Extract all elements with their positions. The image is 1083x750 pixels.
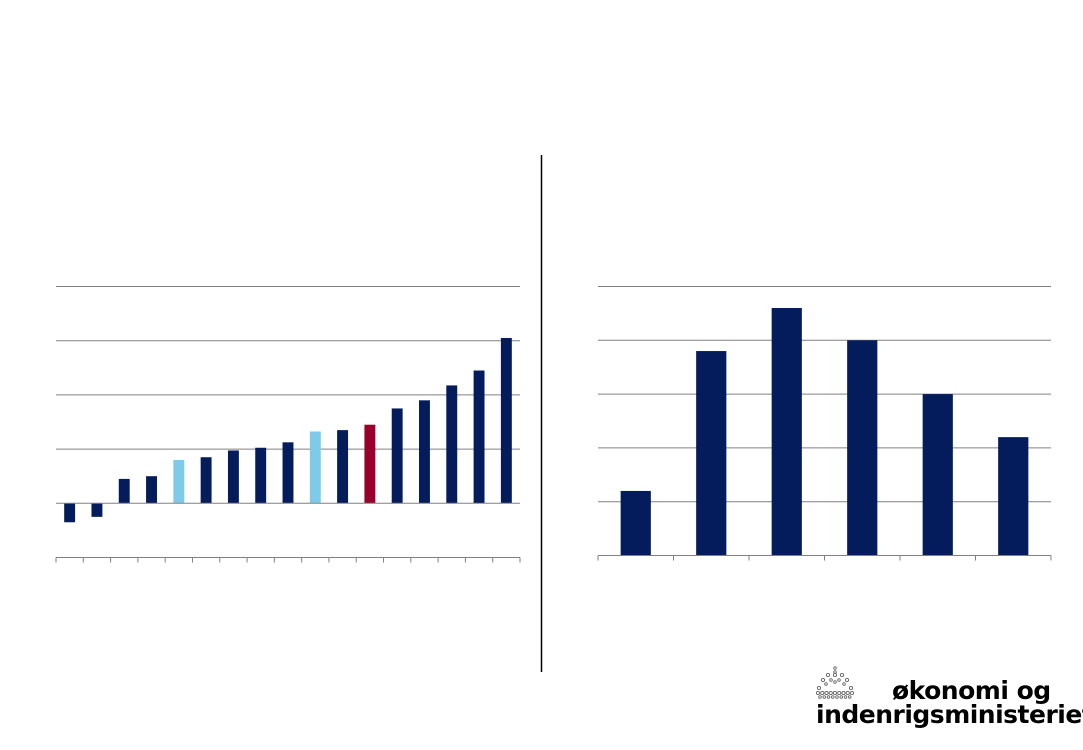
- bar: [173, 459, 185, 504]
- bar: [922, 394, 953, 556]
- crown-dot: [837, 678, 841, 682]
- crown-dot: [837, 690, 842, 696]
- bar: [500, 337, 512, 504]
- bar: [337, 430, 349, 504]
- crown-dot: [815, 690, 821, 696]
- bar: [364, 424, 376, 504]
- crown-dot: [839, 672, 845, 678]
- bar: [227, 450, 239, 504]
- crown-dot: [833, 680, 837, 684]
- left-bar-chart: [55, 286, 521, 563]
- crown-dot: [848, 685, 854, 691]
- crown-dot: [824, 682, 828, 686]
- bar: [200, 457, 212, 504]
- crown-dot: [839, 695, 844, 699]
- bar: [473, 370, 485, 504]
- bar: [146, 476, 157, 504]
- crown-dot: [848, 695, 852, 699]
- bar: [847, 340, 878, 556]
- crown-dot: [845, 690, 850, 696]
- crown-dot: [820, 690, 825, 696]
- crown-dot: [842, 682, 846, 686]
- crown-dot: [832, 690, 838, 696]
- logo-text-line1: økonomi og: [892, 676, 1051, 705]
- crown-dot: [849, 690, 855, 696]
- bar: [282, 442, 294, 504]
- crown-dot: [820, 677, 826, 683]
- crown-dot: [826, 695, 831, 699]
- crown-dot: [843, 695, 848, 699]
- bar: [391, 408, 403, 504]
- bar: [771, 308, 802, 556]
- right-bar-chart: [597, 286, 1052, 561]
- crown-dot: [833, 670, 837, 674]
- crown-dot: [828, 690, 833, 696]
- crown-dot: [816, 685, 822, 691]
- crown-dot: [825, 672, 831, 678]
- bar: [446, 385, 458, 504]
- crown-dot: [829, 678, 833, 682]
- bar: [118, 478, 130, 504]
- crown-dot: [844, 677, 850, 683]
- bar: [620, 490, 651, 556]
- crown-dot: [841, 690, 846, 696]
- bar: [419, 400, 430, 504]
- crown-dot: [824, 690, 829, 696]
- crown-dot: [832, 672, 838, 678]
- bar: [91, 503, 103, 517]
- crown-dot: [822, 695, 826, 699]
- bar: [64, 503, 76, 523]
- crown-dot: [818, 695, 822, 699]
- logo-text-line2: indenrigsministeriet: [816, 700, 1083, 729]
- crown-icon: [815, 666, 855, 699]
- bar: [696, 351, 727, 556]
- bar: [255, 447, 267, 504]
- crown-dot: [835, 695, 839, 699]
- crown-dot: [833, 666, 837, 670]
- crown-dot: [831, 695, 835, 699]
- bar: [309, 431, 321, 504]
- bar: [998, 437, 1029, 556]
